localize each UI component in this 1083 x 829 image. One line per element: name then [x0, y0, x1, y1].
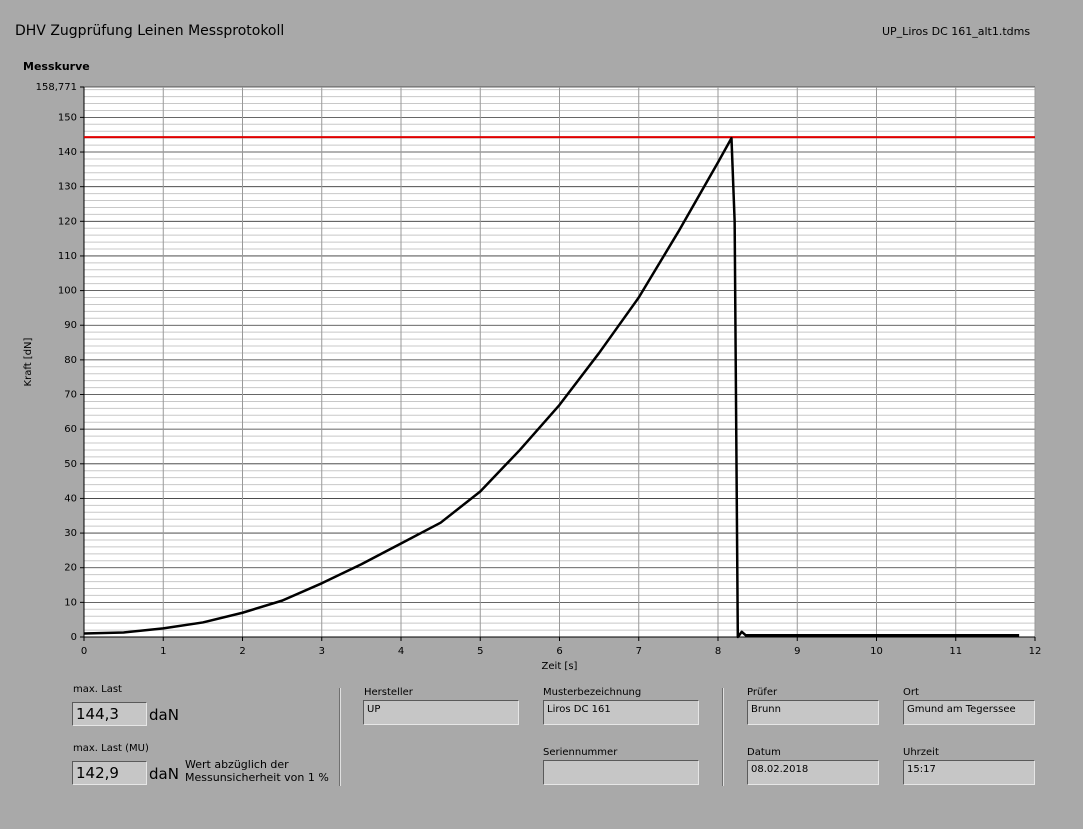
y-tick-label: 10	[64, 597, 77, 608]
field-label: Prüfer	[747, 687, 778, 698]
field-label: Seriennummer	[543, 747, 618, 758]
x-tick-label: 11	[949, 646, 962, 657]
x-tick-label: 12	[1029, 646, 1042, 657]
text-field: Gmund am Tegerssee	[903, 700, 1035, 725]
y-tick-label: 30	[64, 528, 77, 539]
field-label: Uhrzeit	[903, 747, 939, 758]
x-tick-label: 10	[870, 646, 883, 657]
unit: daN	[149, 765, 179, 783]
x-tick-label: 4	[398, 646, 404, 657]
field-label: max. Last	[73, 684, 122, 695]
y-tick-label: 0	[71, 632, 77, 643]
text-field: Brunn	[747, 700, 879, 725]
field-label: max. Last (MU)	[73, 743, 149, 754]
file-name: UP_Liros DC 161_alt1.tdms	[882, 25, 1031, 38]
chart: 0102030405060708090100110120130140150158…	[23, 82, 1042, 672]
text-field	[543, 760, 699, 785]
chart-title: Messkurve	[23, 60, 90, 73]
x-axis-label: Zeit [s]	[542, 661, 578, 672]
field-label: Hersteller	[364, 687, 413, 698]
y-tick-label: 100	[58, 286, 77, 297]
y-tick-label: 40	[64, 493, 77, 504]
separator	[339, 688, 341, 786]
note: Wert abzüglich der	[185, 758, 289, 771]
x-tick-label: 3	[319, 646, 325, 657]
x-tick-label: 9	[794, 646, 800, 657]
y-tick-label: 140	[58, 147, 77, 158]
x-tick-label: 2	[239, 646, 245, 657]
y-tick-label: 20	[64, 563, 77, 574]
y-tick-label: 110	[58, 251, 77, 262]
value-display: 142,9	[72, 761, 147, 785]
x-tick-label: 1	[160, 646, 166, 657]
y-tick-label: 50	[64, 459, 77, 470]
x-tick-label: 6	[556, 646, 562, 657]
x-tick-label: 8	[715, 646, 721, 657]
y-tick-label: 90	[64, 320, 77, 331]
value-display: 144,3	[72, 702, 147, 726]
y-axis-label: Kraft [dN]	[23, 337, 34, 386]
field-label: Ort	[903, 687, 919, 698]
field-label: Musterbezeichnung	[543, 687, 642, 698]
page-title: DHV Zugprüfung Leinen Messprotokoll	[15, 23, 285, 39]
text-field: UP	[363, 700, 519, 725]
text-field: 08.02.2018	[747, 760, 879, 785]
y-tick-label: 70	[64, 390, 77, 401]
y-tick-label: 80	[64, 355, 77, 366]
field-label: Datum	[747, 747, 781, 758]
y-tick-label: 120	[58, 216, 77, 227]
unit: daN	[149, 706, 179, 724]
y-tick-label: 60	[64, 424, 77, 435]
y-tick-label: 130	[58, 182, 77, 193]
x-tick-label: 0	[81, 646, 87, 657]
y-tick-label: 158,771	[36, 82, 77, 93]
text-field: Liros DC 161	[543, 700, 699, 725]
separator	[722, 688, 724, 786]
note: Messunsicherheit von 1 %	[185, 771, 329, 784]
data-line	[83, 136, 1020, 639]
y-tick-label: 150	[58, 112, 77, 123]
x-tick-label: 5	[477, 646, 483, 657]
x-tick-label: 7	[636, 646, 642, 657]
text-field: 15:17	[903, 760, 1035, 785]
